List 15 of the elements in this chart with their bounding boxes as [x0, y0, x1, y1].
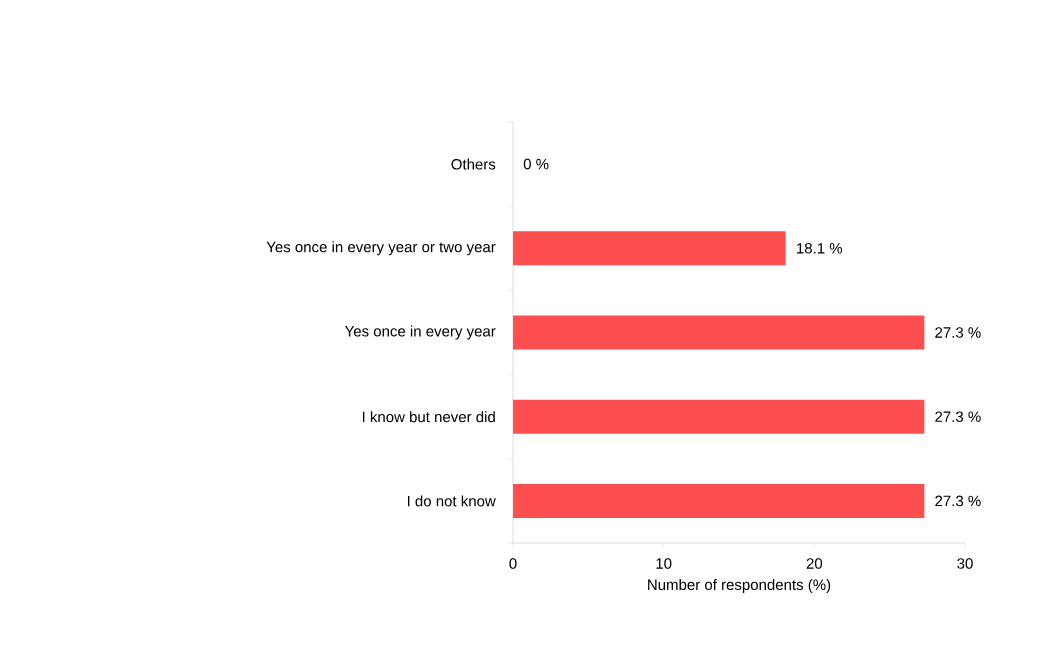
y-tick-label: Others — [451, 158, 496, 170]
x-tick-label: 30 — [957, 558, 973, 569]
data-label: 0 % — [523, 158, 549, 170]
x-axis-title: Number of respondents (%) — [648, 579, 831, 593]
x-tick-label: 20 — [806, 558, 823, 569]
y-tick-label: Yes once in every year or two year — [266, 241, 496, 256]
x-tick-label: 0 — [509, 558, 517, 569]
data-label: 27.3 % — [935, 495, 981, 507]
y-tick-label: I know but never did — [362, 411, 495, 423]
data-label: 18.1 % — [797, 243, 843, 254]
y-tick-label: Yes once in every year — [344, 325, 496, 340]
data-label: 27.3 % — [935, 327, 981, 338]
data-label: 27.3 % — [935, 411, 981, 423]
x-tick-label: 10 — [656, 558, 672, 569]
y-tick-label: I do not know — [407, 495, 496, 507]
